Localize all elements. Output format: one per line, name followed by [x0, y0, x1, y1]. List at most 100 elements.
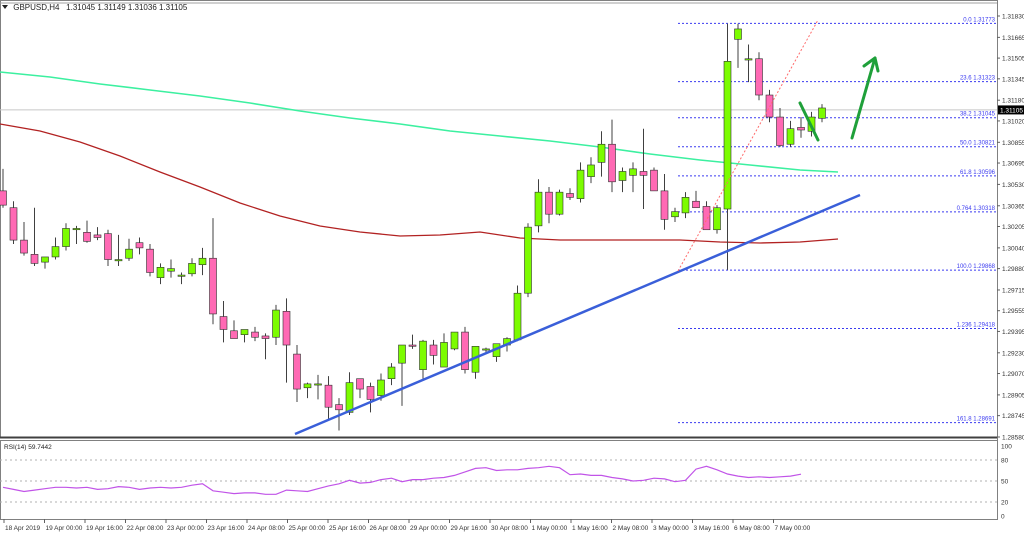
candle	[660, 174, 669, 230]
fib-level-label: 161.8 1.28691	[957, 417, 996, 423]
candle	[366, 382, 375, 413]
price-tick-label: 1.31665	[1002, 35, 1024, 42]
bearish-candle-body	[209, 257, 217, 315]
candle	[282, 298, 291, 383]
rsi-level-label: 0	[1001, 514, 1005, 521]
price-tick-label: 1.29880	[1002, 266, 1024, 273]
bullish-candle-body	[398, 344, 406, 364]
time-tick-label: 26 Apr 08:00	[370, 525, 407, 532]
candle	[261, 333, 270, 360]
candle	[681, 192, 690, 219]
candle	[72, 225, 81, 244]
candle	[776, 107, 784, 147]
chart-title: GBPUSD,H4 1.31045 1.31149 1.31036 1.3110…	[2, 3, 187, 12]
support-trendline[interactable]	[294, 193, 861, 436]
bullish-candle-body	[450, 331, 459, 350]
bullish-candle-body	[51, 246, 60, 258]
candle	[587, 157, 595, 184]
candle	[429, 339, 438, 365]
bullish-candle-body	[576, 169, 585, 199]
price-tick-label: 1.31345	[1002, 76, 1024, 83]
bullish-candle-body	[198, 257, 207, 266]
main-chart-frame	[0, 0, 998, 438]
price-tick-label: 1.29230	[1002, 350, 1024, 357]
bullish-candle-body	[167, 268, 175, 272]
candle	[671, 207, 679, 222]
dropdown-triangle-icon[interactable]	[2, 5, 8, 9]
time-tick-label: 3 May 16:00	[694, 525, 730, 532]
time-tick-label: 30 Apr 08:00	[491, 525, 528, 532]
bearish-candle-body	[93, 234, 102, 238]
bullish-candle-body	[41, 256, 49, 263]
green-arrow-stroke	[798, 101, 820, 142]
bearish-candle-body	[356, 378, 364, 390]
bearish-candle-body	[545, 191, 553, 215]
time-tick-label: 19 Apr 16:00	[86, 525, 123, 532]
candle	[818, 104, 826, 123]
candle	[534, 179, 543, 233]
fib-level-label: 23.6 1.31323	[960, 76, 996, 82]
fib-level-label: 100.0 1.29868	[957, 264, 996, 270]
bullish-candle-body	[314, 383, 322, 386]
bullish-candle-body	[597, 143, 606, 163]
bearish-candle-body	[429, 344, 438, 356]
ohlc-values: 1.31045 1.31149 1.31036 1.31105	[66, 3, 188, 12]
price-tick-label: 1.29715	[1002, 287, 1024, 294]
price-tick-label: 1.30040	[1002, 245, 1024, 252]
time-axis[interactable]: 18 Apr 2019 19 Apr 00:00 19 Apr 16:00 22 Ap…	[3, 519, 811, 532]
price-tick-label: 1.28745	[1002, 413, 1024, 420]
price-axis[interactable]: 1.31830 1.31665 1.31505 1.31345 1.31180 1.310…	[997, 0, 1024, 520]
bullish-candle-body	[62, 228, 70, 247]
rsi-panel[interactable]: 100 80 50 20 0 RSI(14) 59.7442	[0, 444, 1012, 521]
candle	[576, 162, 585, 203]
candle	[744, 44, 753, 83]
candlesticks	[0, 23, 826, 431]
candle	[713, 205, 721, 234]
candle	[629, 162, 637, 193]
rsi-frame	[0, 440, 998, 520]
candle	[146, 243, 154, 277]
price-tick-label: 1.30530	[1002, 182, 1024, 189]
bearish-candle-body	[30, 254, 39, 264]
candle	[797, 117, 805, 138]
price-tick-label: 1.30855	[1002, 140, 1024, 147]
bearish-candle-body	[261, 335, 270, 339]
price-tick-label: 1.29395	[1002, 329, 1024, 336]
candle	[188, 258, 196, 277]
bullish-candle-body	[177, 274, 186, 277]
candle	[513, 285, 522, 342]
candle	[345, 372, 354, 415]
price-tick-label: 1.31020	[1002, 118, 1024, 125]
candle	[240, 329, 249, 343]
bearish-candle-body	[608, 143, 616, 183]
candle	[755, 52, 763, 101]
fib-level-label: 38.2 1.31045	[960, 112, 996, 118]
candle	[9, 201, 18, 244]
bullish-candle-body	[818, 107, 826, 119]
time-tick-label: 19 Apr 00:00	[46, 525, 83, 532]
bullish-candle-body	[555, 191, 564, 215]
candle	[156, 263, 165, 285]
bearish-candle-body	[366, 386, 375, 400]
candle	[177, 272, 186, 285]
bullish-candle-body	[419, 340, 427, 370]
trend-drawings[interactable]	[294, 19, 880, 436]
candle	[167, 259, 175, 278]
candle	[30, 207, 39, 267]
rsi-level-label: 100	[1001, 444, 1012, 451]
candle	[545, 186, 553, 224]
bearish-candle-body	[408, 344, 417, 347]
time-tick-label: 25 Apr 16:00	[329, 525, 366, 532]
candle	[93, 227, 102, 241]
candle	[314, 374, 322, 400]
green-arrow-stroke	[850, 56, 877, 140]
bullish-candle-body	[681, 197, 690, 214]
price-tick-label: 1.30365	[1002, 203, 1024, 210]
bearish-candle-body	[566, 193, 574, 198]
time-tick-label: 23 Apr 00:00	[167, 525, 204, 532]
candle	[125, 238, 133, 261]
candle	[377, 373, 385, 401]
time-tick-label: 25 Apr 00:00	[289, 525, 326, 532]
